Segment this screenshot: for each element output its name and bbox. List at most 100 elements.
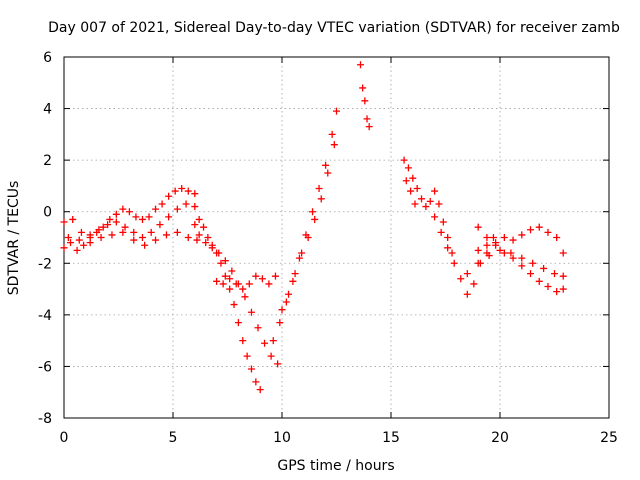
- data-point: [217, 259, 225, 267]
- data-point: [457, 275, 465, 283]
- data-point: [324, 169, 332, 177]
- data-point: [509, 236, 517, 244]
- data-point: [409, 174, 417, 182]
- x-axis-tick-labels: 0 5 10 15 20 25: [60, 430, 618, 446]
- data-point: [418, 195, 426, 203]
- data-point: [544, 228, 552, 236]
- series-9: [356, 61, 373, 131]
- data-point: [474, 246, 482, 254]
- data-point: [241, 293, 249, 301]
- x-tick-label: 15: [382, 430, 400, 446]
- series-3: [64, 228, 201, 249]
- data-point: [252, 272, 260, 280]
- data-point: [99, 223, 107, 231]
- data-point: [450, 259, 458, 267]
- data-point: [165, 192, 173, 200]
- data-point: [527, 226, 535, 234]
- data-point: [444, 234, 452, 241]
- x-tick-label: 25: [600, 430, 618, 446]
- data-point: [551, 270, 558, 278]
- data-point: [285, 290, 293, 298]
- data-point: [535, 277, 543, 285]
- series-14: [463, 246, 567, 280]
- data-point: [158, 200, 166, 208]
- data-point: [413, 185, 421, 193]
- data-point: [230, 301, 238, 309]
- data-point: [426, 197, 434, 205]
- data-point: [435, 200, 443, 208]
- x-tick-label: 5: [169, 430, 178, 446]
- data-point: [195, 215, 203, 223]
- data-point: [75, 236, 83, 244]
- data-point: [173, 205, 181, 213]
- y-tick-label: -8: [38, 411, 52, 427]
- series-11: [402, 177, 497, 298]
- data-point: [112, 218, 120, 226]
- data-point: [60, 218, 68, 226]
- data-point: [509, 254, 517, 262]
- data-point: [195, 231, 203, 239]
- data-point: [130, 236, 138, 244]
- data-point: [171, 187, 179, 195]
- data-point: [152, 236, 160, 244]
- data-point: [422, 203, 430, 211]
- data-point: [289, 277, 297, 285]
- data-point: [553, 234, 561, 241]
- data-point: [267, 352, 275, 360]
- data-point: [228, 267, 236, 275]
- data-point: [86, 231, 94, 239]
- data-point: [448, 249, 456, 257]
- data-point: [97, 234, 105, 241]
- data-point: [106, 215, 114, 223]
- data-point: [365, 123, 373, 131]
- data-point: [104, 221, 112, 229]
- series-1: [60, 185, 199, 254]
- data-point: [400, 156, 408, 164]
- series-8: [278, 141, 338, 314]
- data-point: [529, 259, 537, 267]
- data-point: [221, 272, 229, 280]
- y-tick-label: 6: [43, 50, 52, 66]
- data-point: [276, 319, 284, 327]
- data-point: [219, 280, 227, 288]
- data-point: [431, 187, 439, 195]
- data-point: [489, 234, 497, 241]
- data-point: [411, 200, 419, 208]
- data-point: [437, 228, 445, 236]
- data-point: [119, 228, 127, 236]
- data-point: [315, 185, 323, 193]
- data-point: [221, 257, 229, 265]
- data-point: [145, 213, 153, 221]
- data-point: [191, 221, 199, 229]
- data-point: [200, 223, 208, 231]
- data-point: [363, 115, 371, 123]
- data-point: [544, 282, 552, 290]
- data-point: [527, 270, 535, 278]
- data-point: [130, 228, 138, 236]
- data-point: [112, 210, 120, 218]
- data-point: [67, 239, 75, 247]
- data-point: [304, 234, 312, 241]
- data-point: [208, 244, 216, 252]
- data-point: [496, 246, 504, 254]
- data-point: [141, 241, 149, 249]
- data-point: [125, 208, 133, 216]
- y-tick-label: 4: [43, 102, 52, 118]
- data-point: [474, 223, 482, 231]
- data-point: [245, 280, 253, 288]
- data-point: [540, 264, 548, 272]
- data-point: [261, 339, 269, 347]
- data-point: [330, 141, 338, 149]
- data-point: [239, 337, 247, 345]
- data-point: [317, 195, 325, 203]
- data-point: [162, 231, 170, 239]
- data-point: [492, 239, 500, 247]
- data-point: [356, 61, 364, 69]
- data-point: [274, 360, 282, 368]
- data-point: [202, 239, 210, 247]
- grid-lines: [64, 57, 609, 418]
- chart-title: Day 007 of 2021, Sidereal Day-to-day VTE…: [48, 20, 620, 36]
- x-axis-label: GPS time / hours: [277, 458, 394, 474]
- data-point: [182, 200, 190, 208]
